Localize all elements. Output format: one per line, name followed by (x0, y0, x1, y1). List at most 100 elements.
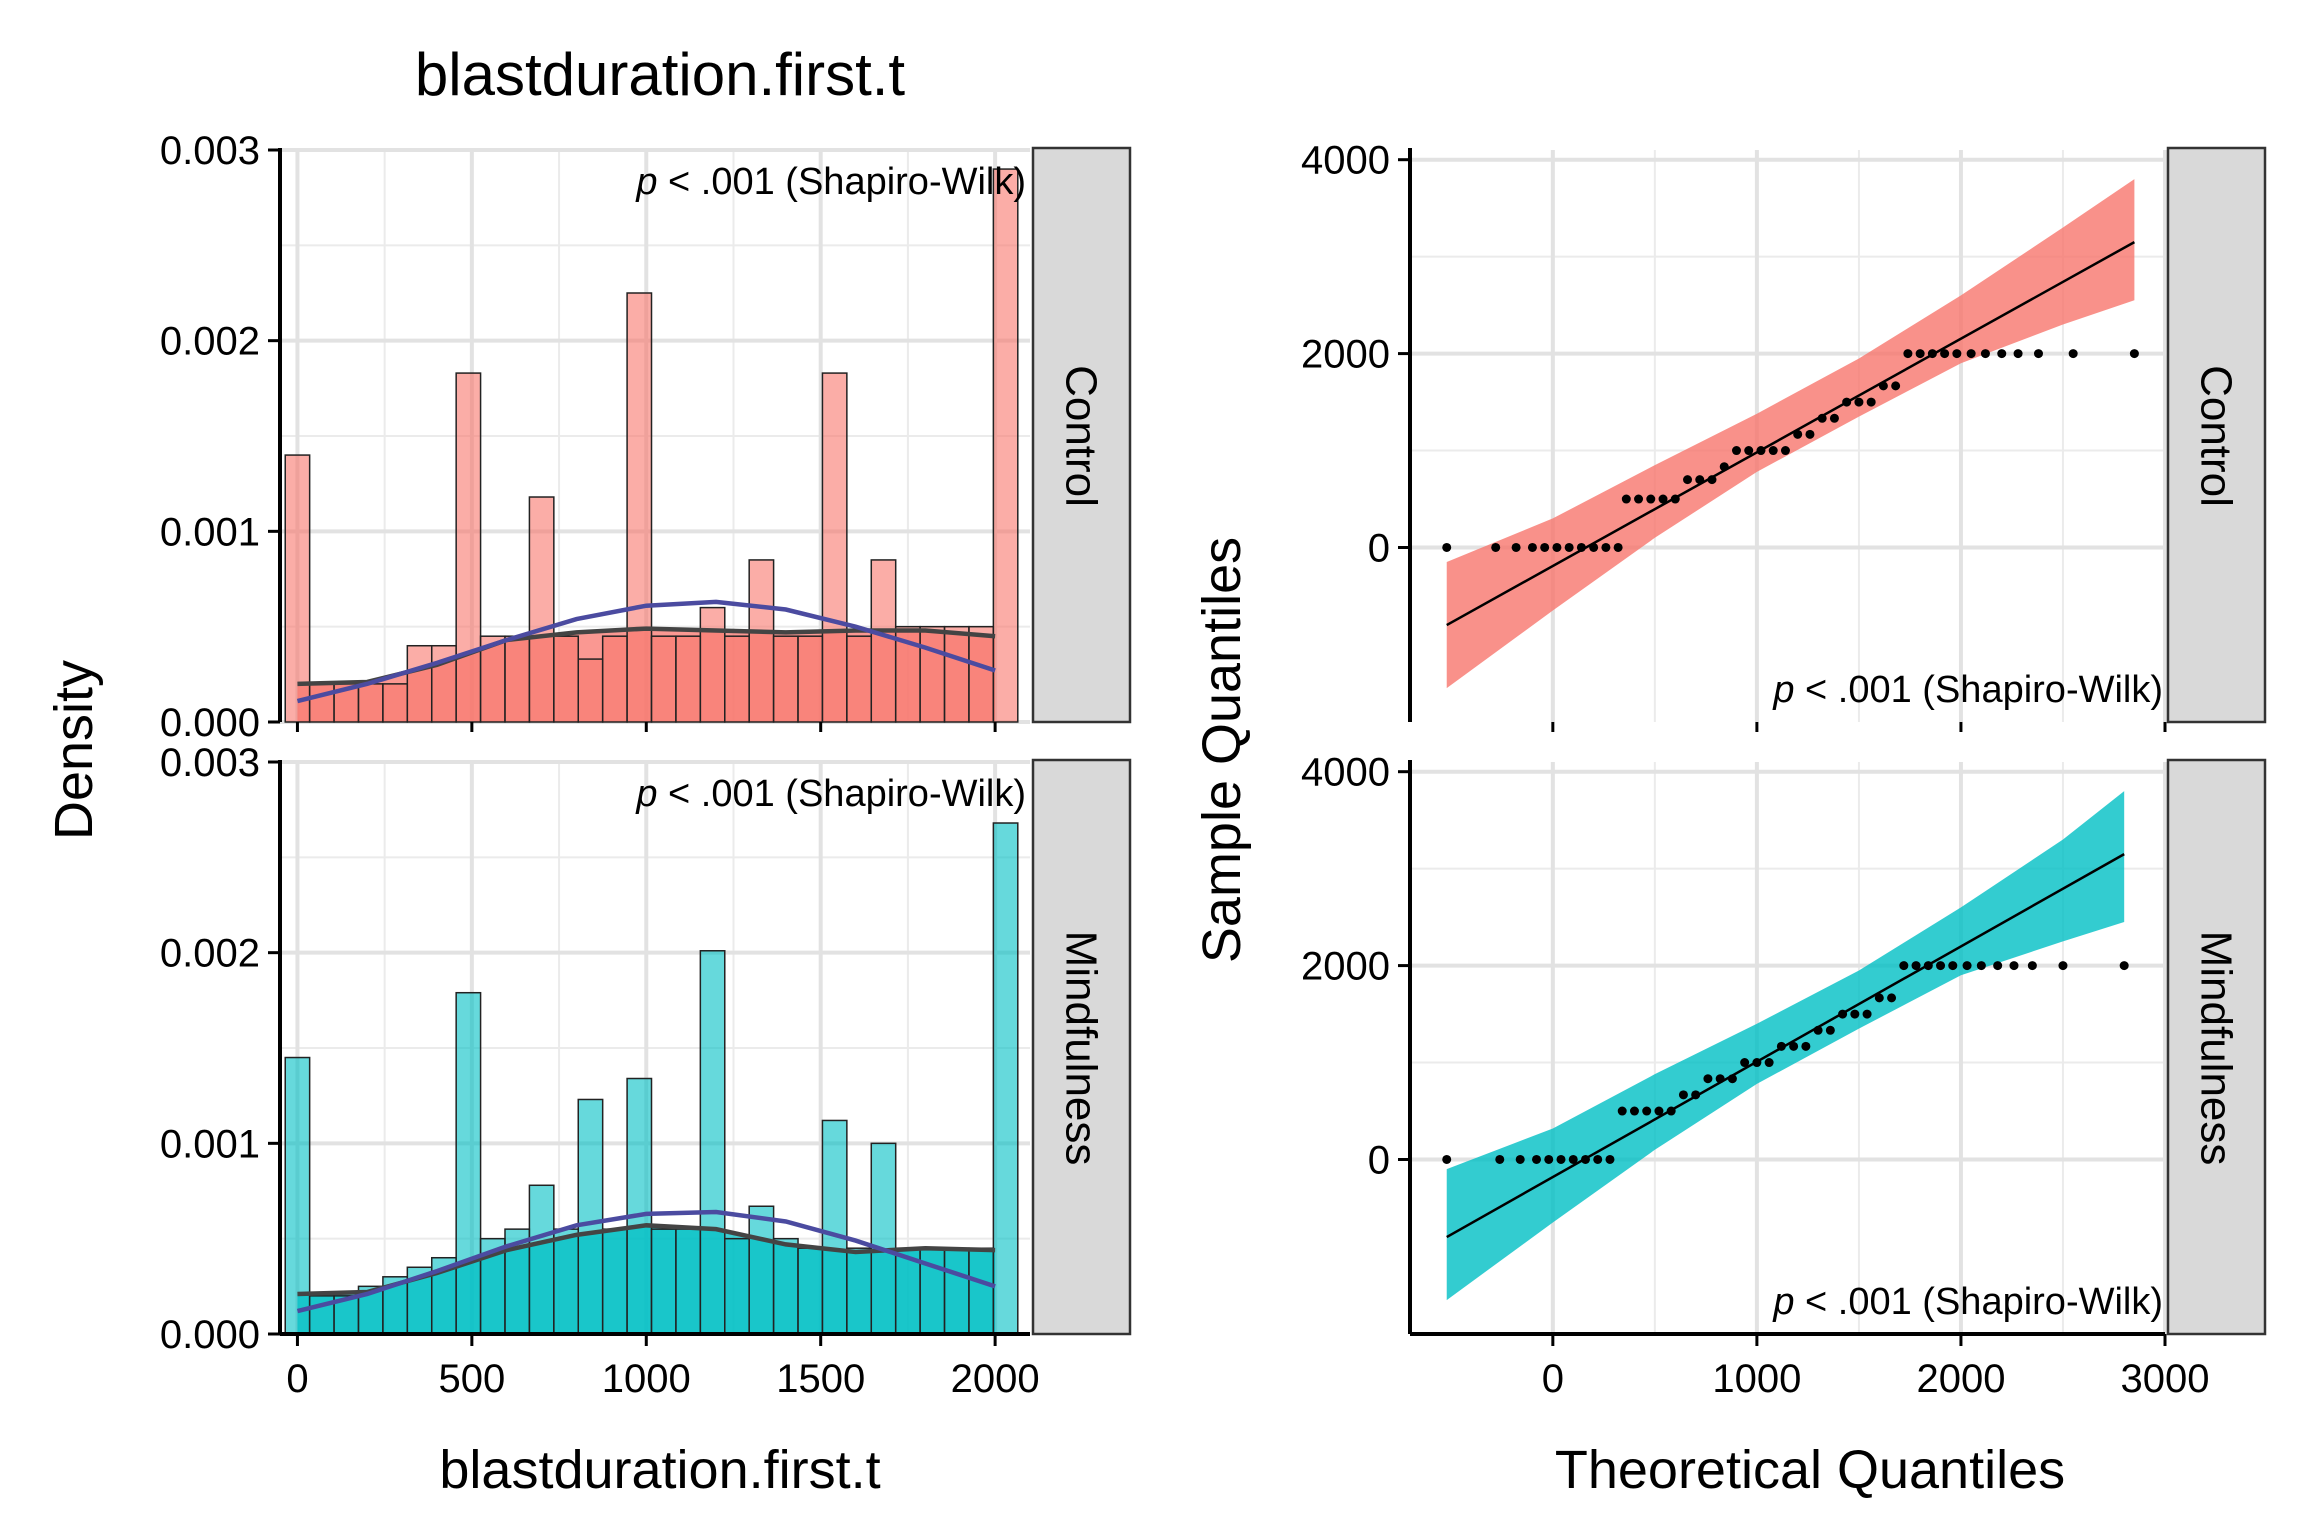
qq-mindfulness-point (2009, 961, 2019, 971)
hist-mindfulness-y-tick-label: 0.001 (160, 1122, 260, 1166)
qq-control-point (1589, 542, 1599, 552)
qq-mindfulness-point (1887, 993, 1897, 1003)
qq-control-point (2013, 349, 2023, 359)
qq-control-point (1613, 542, 1623, 552)
hist-control-bar (724, 635, 750, 723)
hist-mindfulness-bar (968, 1247, 995, 1335)
hist-control-bar (308, 683, 335, 723)
qq-control-point (1601, 542, 1611, 552)
qq-mindfulness-point (1764, 1058, 1774, 1068)
hist-x-axis-label: blastduration.first.t (439, 1440, 880, 1500)
qq-mindfulness-facet-strip (2166, 758, 2267, 1336)
hist-mindfulness-shapiro-annotation: p < .001 (Shapiro-Wilk) (635, 773, 1026, 815)
qq-mindfulness-point (1666, 1106, 1676, 1116)
hist-mindfulness-x-tick-label: 2000 (951, 1357, 1040, 1401)
qq-mindfulness-point (1544, 1154, 1554, 1164)
hist-control-bar (772, 635, 799, 723)
hist-control-bar (650, 635, 677, 723)
figure-title: blastduration.first.t (415, 41, 906, 108)
hist-control-bar (504, 635, 531, 723)
hist-mindfulness-bar (846, 1247, 873, 1335)
qq-mindfulness-point (1862, 1009, 1872, 1019)
qq-control-point (1793, 429, 1803, 439)
hist-mindfulness-y-tick-label: 0.002 (160, 932, 260, 976)
qq-control-point (1966, 349, 1976, 359)
qq-mindfulness-point (1976, 961, 1986, 971)
qq-mindfulness-point (2027, 961, 2037, 971)
qq-mindfulness-point (1715, 1074, 1725, 1084)
qq-control-y-tick-label: 2000 (1301, 333, 1390, 377)
qq-x-axis-label: Theoretical Quantiles (1555, 1440, 2065, 1500)
hist-control-shapiro-annotation: p < .001 (Shapiro-Wilk) (635, 161, 1026, 203)
qq-control-point (1768, 446, 1778, 456)
qq-control-point (1878, 381, 1888, 391)
hist-mindfulness-bar (724, 1237, 750, 1335)
qqplot-control-panel: 0 2000 4000 Control p < .001 (Shapiro-Wilk) (1301, 139, 2267, 732)
qq-control-point (1695, 475, 1705, 485)
histogram-control-panel: 0.000 0.001 0.002 0.003 Control p < .001 (Sha… (160, 129, 1132, 745)
qq-control-point (1903, 349, 1913, 359)
qq-control-point (1442, 542, 1452, 552)
hist-mindfulness-annotation-p: p (635, 773, 657, 815)
qq-mindfulness-point (1962, 961, 1972, 971)
qq-control-y-tick-label: 4000 (1301, 139, 1390, 183)
qq-control-point (1634, 494, 1644, 504)
hist-mindfulness-bar (699, 950, 726, 1335)
hist-control-bar (992, 168, 1019, 723)
qq-control-facet-label: Control (2192, 365, 2241, 507)
qq-mindfulness-y-tick-label: 4000 (1301, 751, 1390, 795)
qq-mindfulness-point (1678, 1090, 1688, 1100)
qq-control-y-tick-label: 0 (1368, 526, 1390, 570)
hist-control-bar (797, 635, 824, 723)
hist-mindfulness-x-tick-label: 500 (438, 1357, 505, 1401)
hist-mindfulness-bar (333, 1295, 360, 1335)
qq-control-point (1744, 446, 1754, 456)
qq-control-point (1980, 349, 1990, 359)
qq-mindfulness-point (1752, 1058, 1762, 1068)
hist-mindfulness-facet-strip (1031, 758, 1132, 1336)
hist-mindfulness-bar (943, 1247, 970, 1335)
hist-y-axis-label: Density (44, 660, 104, 840)
qq-control-point (1527, 542, 1537, 552)
hist-control-bar (357, 683, 384, 723)
hist-control-bar (699, 606, 726, 723)
qq-control-point (1854, 397, 1864, 407)
hist-control-bar (748, 559, 775, 723)
hist-mindfulness-bar (528, 1184, 555, 1335)
qq-control-point (1915, 349, 1925, 359)
qq-y-axis-label: Sample Quantiles (1192, 537, 1252, 963)
qq-mindfulness-x-tick-label: 0 (1542, 1357, 1564, 1401)
qq-mindfulness-point (1515, 1154, 1525, 1164)
qq-mindfulness-point (1948, 961, 1958, 971)
hist-control-bar (406, 644, 433, 723)
hist-mindfulness-bar (284, 1056, 311, 1335)
qq-control-point (1817, 413, 1827, 423)
hist-control-facet-label: Control (1057, 365, 1106, 507)
qq-mindfulness-y-tick-label: 0 (1368, 1138, 1390, 1182)
hist-control-bar (919, 625, 946, 723)
hist-mindfulness-x-tick-label: 1000 (602, 1357, 691, 1401)
hist-mindfulness-bar (626, 1077, 653, 1335)
qq-control-point (1621, 494, 1631, 504)
hist-mindfulness-bar (821, 1119, 848, 1335)
hist-control-bar (675, 635, 702, 723)
qq-control-point (1658, 494, 1668, 504)
qq-mindfulness-y-tick-label: 2000 (1301, 945, 1390, 989)
qq-mindfulness-point (1532, 1154, 1542, 1164)
hist-mindfulness-bar (772, 1237, 799, 1335)
hist-control-annotation-p: p (635, 161, 657, 203)
qq-mindfulness-x-tick-label: 1000 (1712, 1357, 1801, 1401)
qq-mindfulness-point (2058, 961, 2068, 971)
qq-control-point (1780, 446, 1790, 456)
hist-mindfulness-normal-line (296, 1209, 996, 1314)
qq-control-point (1552, 542, 1562, 552)
qq-control-point (1491, 542, 1501, 552)
qq-mindfulness-annotation-p: p (1772, 1281, 1794, 1323)
qq-mindfulness-point (1605, 1154, 1615, 1164)
hist-control-bar (455, 372, 482, 723)
hist-control-bar (528, 496, 555, 723)
qq-mindfulness-point (1691, 1090, 1701, 1100)
hist-control-bar (626, 292, 653, 723)
qq-control-point (1707, 475, 1717, 485)
